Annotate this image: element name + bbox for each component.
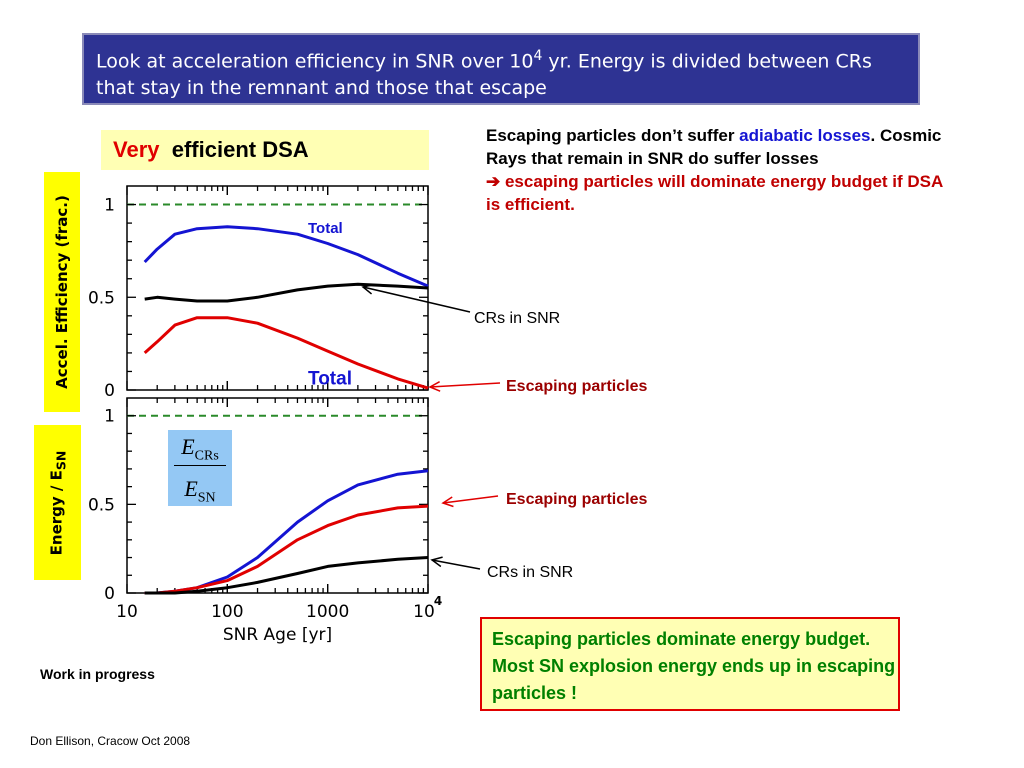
title-text-1: Look at acceleration efficiency in SNR o… xyxy=(96,50,534,73)
x-tick-label: 100 xyxy=(211,602,243,622)
callout-line-in_snr xyxy=(431,559,481,570)
y-tick-label: 0.5 xyxy=(88,495,115,515)
x-axis-label: SNR Age [yr] xyxy=(223,625,332,645)
conclusion-box: Escaping particles dominate energy budge… xyxy=(480,617,900,711)
callout-label-escaping: Escaping particles xyxy=(506,378,647,395)
callout-line-escaping xyxy=(429,382,501,388)
plot-frame xyxy=(126,397,429,594)
y-tick-label: 0 xyxy=(104,584,115,604)
x-tick-label: 10 xyxy=(116,602,138,622)
callout-arrows: CRs in SNR Escaping particles Escaping par… xyxy=(361,283,647,581)
note-conclusion: escaping particles will dominate energy … xyxy=(486,172,943,214)
fraction-denominator-sub: SN xyxy=(197,490,216,506)
footer-credit: Don Ellison, Cracow Oct 2008 xyxy=(30,734,191,748)
slide-title: Look at acceleration efficiency in SNR o… xyxy=(82,33,920,105)
callout-line-escaping xyxy=(442,495,499,504)
title-exponent: 4 xyxy=(533,48,543,64)
y-tick-label: 1 xyxy=(104,407,115,427)
x-tick-label: 10 xyxy=(413,602,435,622)
fraction-numerator-sub: CRs xyxy=(194,448,219,464)
note-text-2: . Cosmic Rays that remain in SNR do suff… xyxy=(486,126,942,168)
series-total-label: Total xyxy=(308,369,352,390)
note-highlight: adiabatic losses xyxy=(739,126,871,145)
y-axis-label-top: Accel. Efficiency (frac.) xyxy=(44,172,80,412)
callout-arrowhead-icon xyxy=(441,496,454,508)
plot-acceleration-efficiency: 0 0.5 1 Total xyxy=(88,185,429,401)
subtitle-very: Very xyxy=(113,137,160,162)
subtitle-banner: Very efficient DSA xyxy=(101,130,429,170)
plot-frame xyxy=(126,185,429,391)
y-tick-label: 0.5 xyxy=(88,288,115,308)
x-tick-label: 1000 xyxy=(306,602,349,622)
fraction-numerator: E xyxy=(181,434,195,459)
arrow-icon: ➔ xyxy=(486,172,501,191)
series-in_snr-line xyxy=(144,556,429,595)
subtitle-rest: efficient DSA xyxy=(171,137,309,162)
callout-arrowhead-icon xyxy=(361,283,374,295)
note-text-1: Escaping particles don’t suffer xyxy=(486,126,740,145)
title-text-2: yr. Energy is divided between CRs that s… xyxy=(96,50,872,100)
energy-ratio-formula: ECRs ESN xyxy=(168,430,232,506)
y-tick-label: 1 xyxy=(104,196,115,216)
callout-arrowhead-icon xyxy=(428,381,441,392)
callout-label-in_snr: CRs in SNR xyxy=(474,310,560,327)
callout-line-in_snr xyxy=(362,286,471,313)
series-escaping-line xyxy=(143,316,429,390)
callout-label-escaping: Escaping particles xyxy=(506,491,647,508)
callout-label-in_snr: CRs in SNR xyxy=(487,564,573,581)
y-axis-label-bottom: Energy / ESN xyxy=(34,425,81,580)
work-in-progress-note: Work in progress xyxy=(40,666,155,682)
fraction-bar xyxy=(174,465,226,466)
series-escaping-line xyxy=(144,504,429,595)
series-total-label: Total xyxy=(308,220,343,237)
callout-arrowhead-icon xyxy=(430,556,443,568)
y-tick-label: 0 xyxy=(104,381,115,401)
series-total-line xyxy=(143,225,429,288)
x-tick-label-exponent: 4 xyxy=(434,594,442,608)
fraction-denominator: E xyxy=(184,476,198,501)
explanation-note: Escaping particles don’t suffer adiabati… xyxy=(486,124,956,216)
